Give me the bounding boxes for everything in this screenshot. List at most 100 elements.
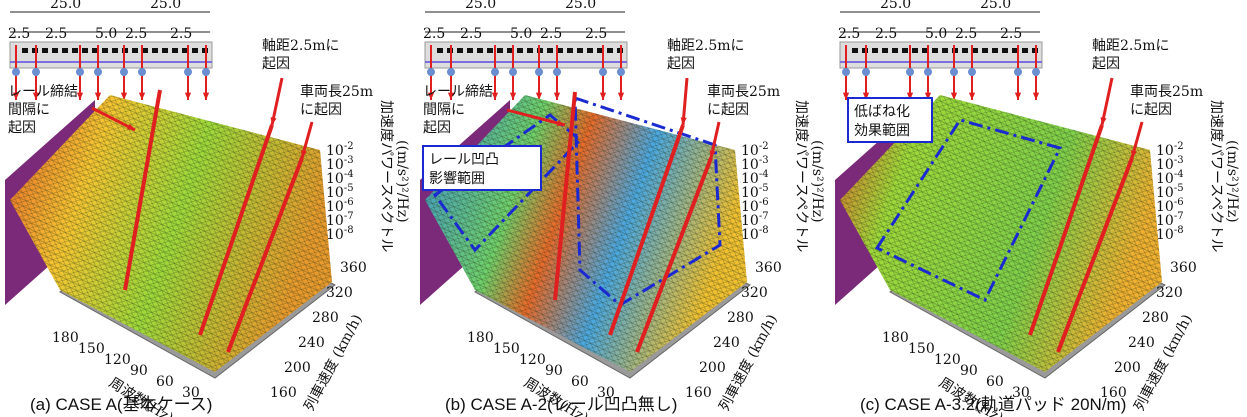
- sleeper: [527, 48, 533, 53]
- arrow-head: [510, 93, 516, 100]
- frequency-tick: 60: [156, 374, 174, 390]
- note-label: に起因: [1130, 102, 1172, 118]
- sleeper: [852, 48, 858, 53]
- wheel: [924, 68, 932, 76]
- note-label: レール締結: [423, 83, 493, 100]
- dimension-label: 2.5: [125, 26, 147, 42]
- speed-tick: 280: [1142, 310, 1169, 326]
- caption: (a) CASE A(基本ケース): [30, 395, 212, 414]
- dimension-label: 5.0: [510, 26, 532, 42]
- wheel: [509, 68, 517, 76]
- arrow-head: [600, 93, 606, 100]
- frequency-tick: 120: [519, 352, 546, 368]
- note-label: 起因: [1092, 56, 1120, 72]
- frequency-tick: 180: [52, 330, 79, 346]
- sleeper: [882, 48, 888, 53]
- dimension-label: 2.5: [955, 26, 977, 42]
- dimension-label: 25.0: [50, 0, 81, 12]
- psd-tick-exp: -4: [344, 169, 354, 180]
- sleeper: [102, 48, 108, 53]
- psd-tick-exp: -3: [759, 155, 769, 166]
- wheel: [535, 68, 543, 76]
- wheel: [76, 68, 84, 76]
- wheel: [968, 68, 976, 76]
- train-body: [840, 42, 1042, 68]
- psd-tick-exp: -7: [1174, 211, 1184, 222]
- dimension-label: 2.5: [585, 26, 607, 42]
- psd-unit: ((m/s²)²/Hz): [1224, 140, 1240, 223]
- wheel: [120, 68, 128, 76]
- note-label: 間隔に: [423, 102, 465, 118]
- sleeper: [607, 48, 613, 53]
- frequency-tick: 120: [934, 352, 961, 368]
- dimension-label: 2.5: [170, 26, 192, 42]
- speed-tick: 200: [1114, 360, 1141, 376]
- note-label: 起因: [667, 56, 695, 72]
- sleeper: [902, 48, 908, 53]
- psd-tick-exp: -2: [344, 141, 354, 152]
- sleeper: [467, 48, 473, 53]
- dimension-label: 2.5: [45, 26, 67, 42]
- psd-label: 加速度パワースペクトル: [378, 100, 394, 252]
- wheel: [1032, 68, 1040, 76]
- sleeper: [72, 48, 78, 53]
- panel: 25.025.02.52.55.02.52.5180150120906030周波…: [5, 0, 410, 417]
- speed-tick: 360: [1170, 260, 1197, 276]
- dimension-label: 2.5: [838, 26, 860, 42]
- psd-tick-base: 10: [741, 227, 759, 243]
- psd-tick-exp: -8: [344, 225, 354, 236]
- arrow-head: [185, 93, 191, 100]
- wheel: [617, 68, 625, 76]
- dimension-label: 25.0: [980, 0, 1011, 12]
- psd-tick-exp: -4: [759, 169, 769, 180]
- sleeper: [1022, 48, 1028, 53]
- sleeper: [932, 48, 938, 53]
- arrow-head: [618, 93, 624, 100]
- caption: (c) CASE A-3.2(軌道パッド 20N/m): [860, 395, 1126, 414]
- psd-tick-exp: -5: [1174, 183, 1184, 194]
- psd-tick-exp: -5: [759, 183, 769, 194]
- wheel: [842, 68, 850, 76]
- arrow-head: [1015, 93, 1021, 100]
- panel: 25.025.02.52.55.02.52.5180150120906030周波…: [420, 0, 825, 417]
- speed-tick: 200: [284, 360, 311, 376]
- wheel: [202, 68, 210, 76]
- note-label: 車両長25m: [300, 83, 373, 100]
- sleeper: [517, 48, 523, 53]
- speed-tick: 240: [298, 335, 325, 351]
- psd-tick: 10-8: [741, 225, 769, 243]
- wheel: [32, 68, 40, 76]
- psd-tick-exp: -3: [344, 155, 354, 166]
- psd-label: 加速度パワースペクトル: [793, 100, 809, 252]
- arrow-head: [554, 93, 560, 100]
- dimension-label: 2.5: [423, 26, 445, 42]
- region-label: 影響範囲: [429, 170, 485, 187]
- psd-tick-base: 10: [1156, 227, 1174, 243]
- psd-tick-exp: -8: [1174, 225, 1184, 236]
- psd-tick-exp: -5: [344, 183, 354, 194]
- wheel: [447, 68, 455, 76]
- psd-tick-exp: -8: [759, 225, 769, 236]
- sleeper: [457, 48, 463, 53]
- dimension-label: 2.5: [460, 26, 482, 42]
- arrow-head: [139, 93, 145, 100]
- dimension-label: 25.0: [565, 0, 596, 12]
- frequency-tick: 60: [986, 374, 1004, 390]
- note-label: 軸距2.5mに: [262, 38, 340, 54]
- arrow-head: [203, 93, 209, 100]
- note-label: 軸距2.5mに: [667, 38, 745, 54]
- wheel: [491, 68, 499, 76]
- sleeper: [82, 48, 88, 53]
- sleeper: [112, 48, 118, 53]
- note-label: に起因: [707, 102, 749, 118]
- sleeper: [587, 48, 593, 53]
- frequency-tick: 150: [493, 341, 520, 357]
- wheel: [94, 68, 102, 76]
- psd-tick-exp: -6: [759, 197, 769, 208]
- dimension-label: 5.0: [95, 26, 117, 42]
- speed-tick: 320: [1156, 285, 1183, 301]
- sleeper: [892, 48, 898, 53]
- sleeper: [567, 48, 573, 53]
- note-label: 車両長25m: [1130, 83, 1203, 100]
- note-label: 車両長25m: [707, 83, 780, 100]
